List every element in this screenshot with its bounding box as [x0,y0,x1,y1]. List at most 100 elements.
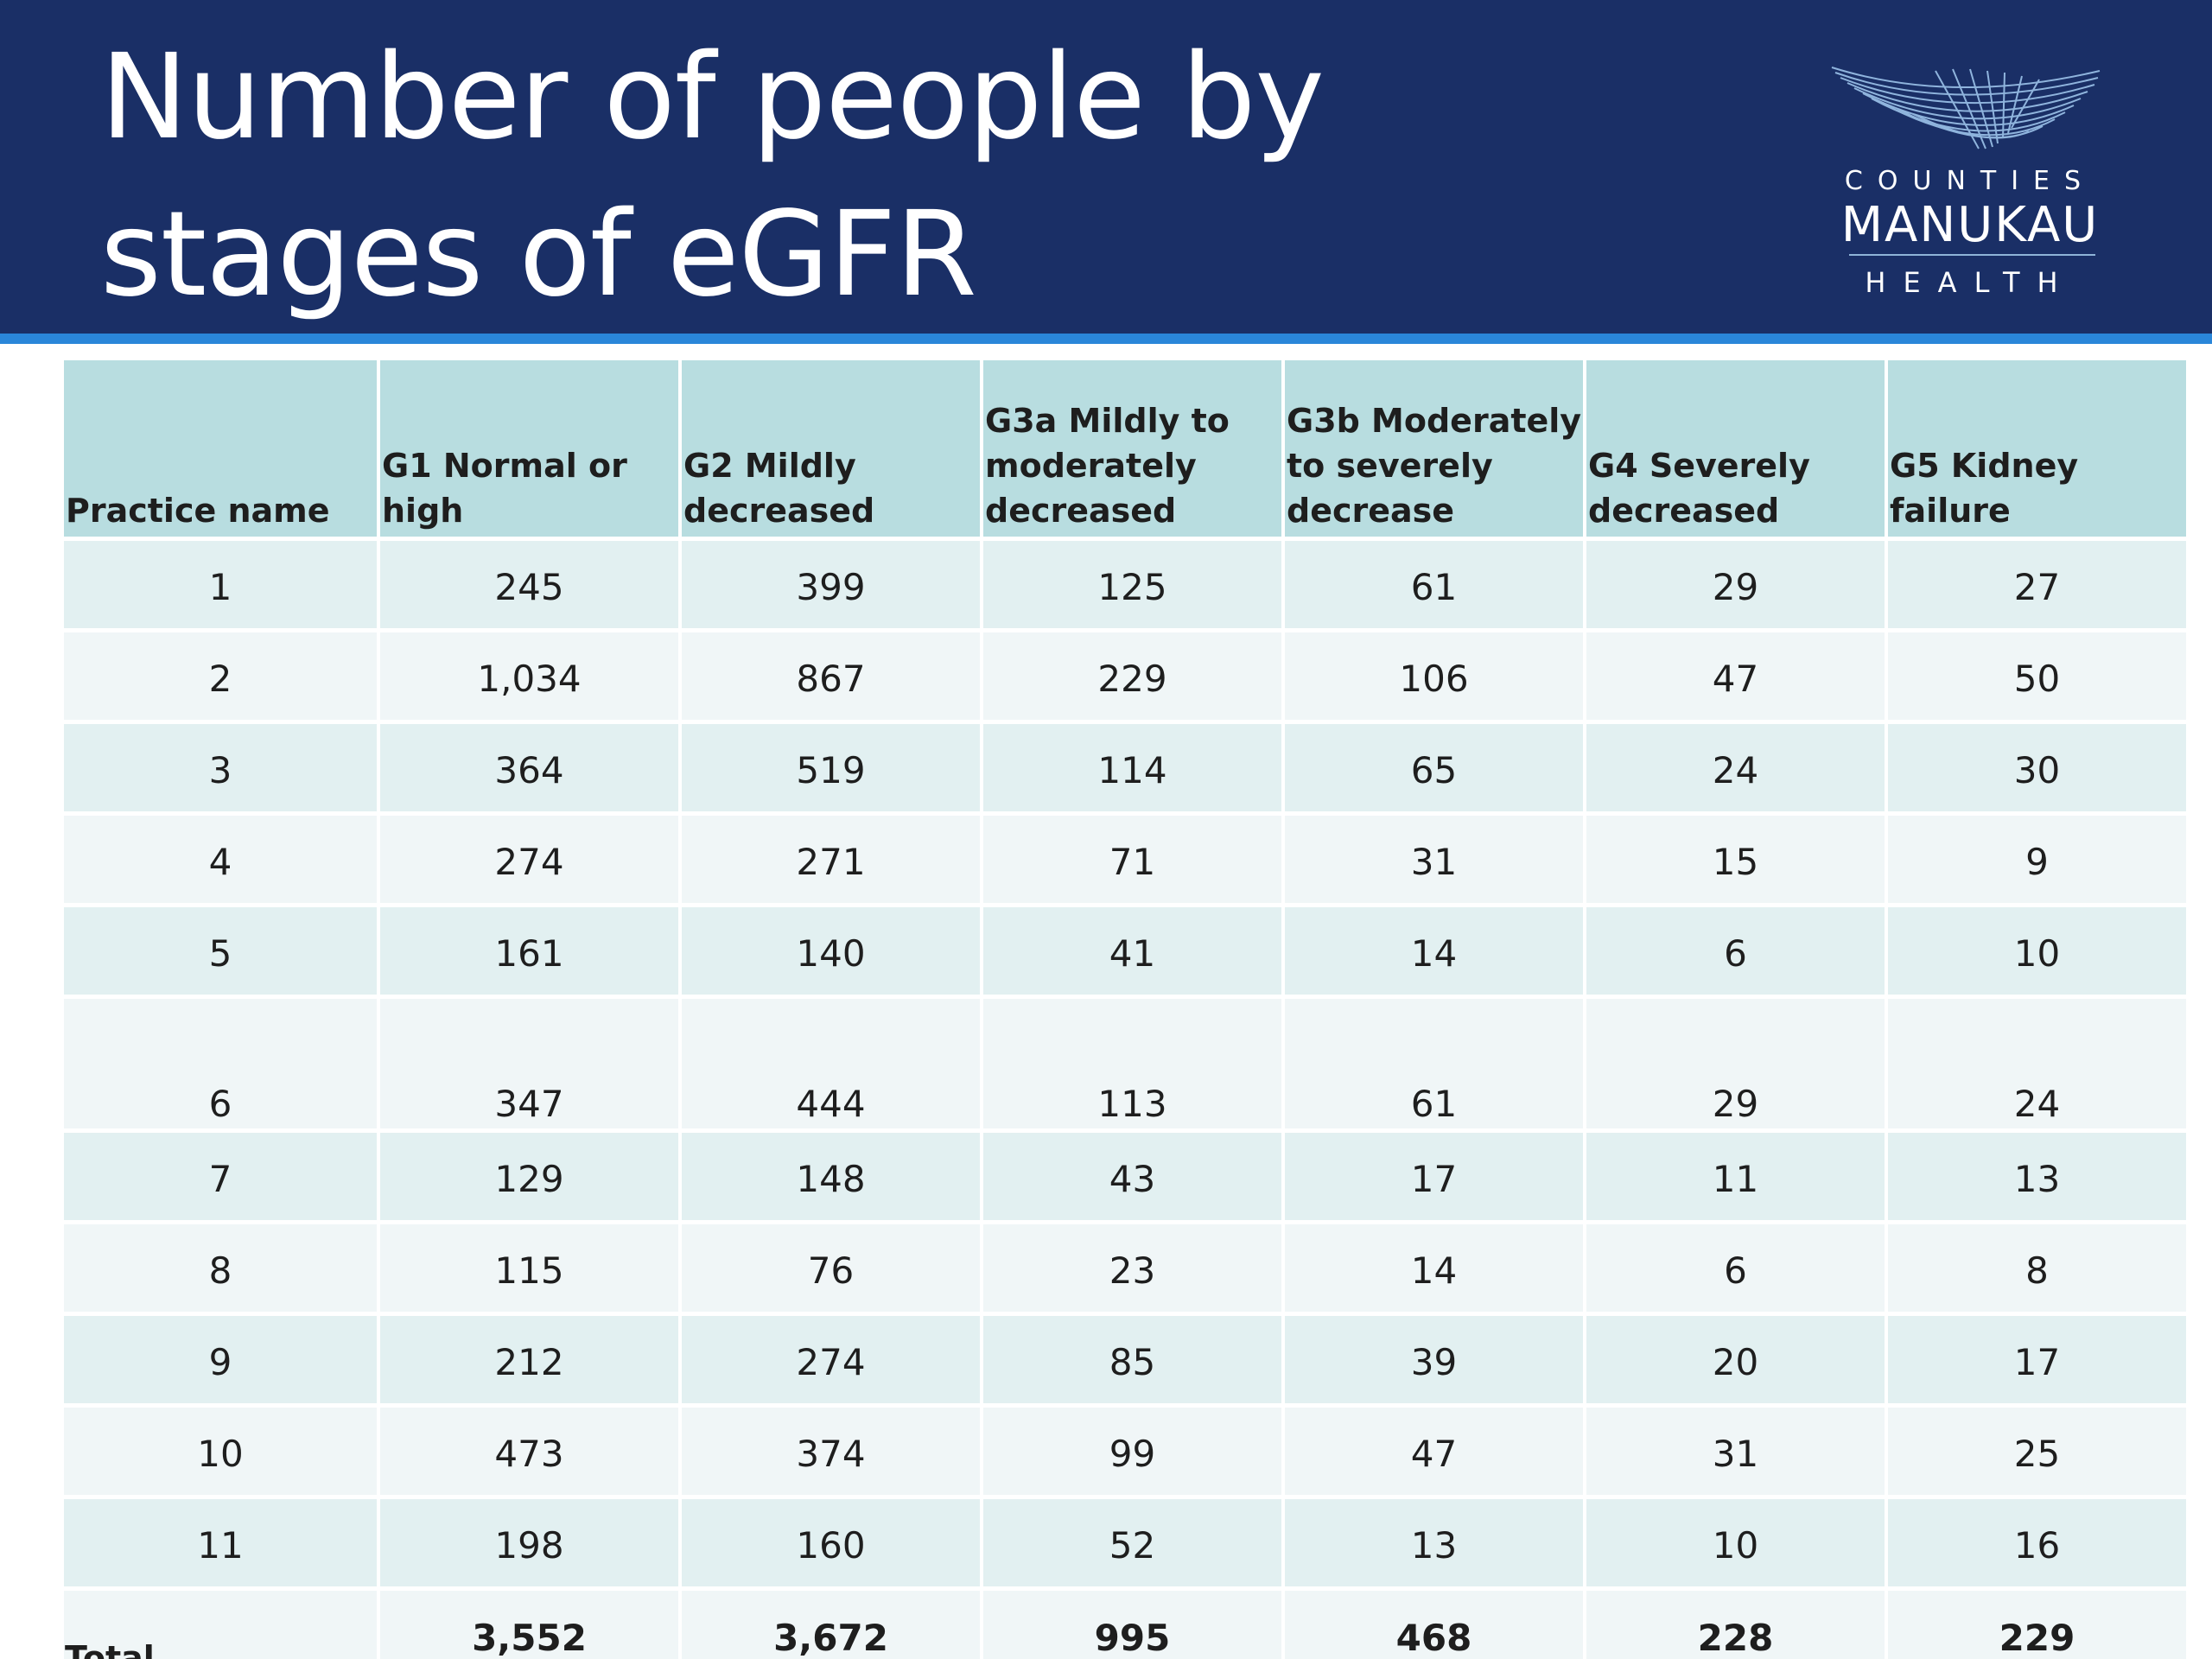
counties-manukau-health-logo: COUNTIES MANUKAU HEALTH [1823,54,2117,304]
table-row: 3 364 519 114 65 24 30 [64,724,2186,811]
table-row: 5 161 140 41 14 6 10 [64,907,2186,995]
cell-g5: 17 [1888,1316,2186,1403]
cell-g2: 76 [682,1224,980,1312]
column-header-g3b: G3b Moderately to severely decrease [1285,360,1583,537]
cell-g3a: 23 [983,1224,1281,1312]
cell-g3b: 31 [1285,816,1583,903]
cell-g2: 399 [682,541,980,628]
cell-g5: 50 [1888,632,2186,720]
table-row: 9 212 274 85 39 20 17 [64,1316,2186,1403]
cell-practice-name: 10 [64,1408,377,1495]
cell-g1: 129 [380,1133,678,1220]
column-header-g1: G1 Normal or high [380,360,678,537]
cell-g5: 27 [1888,541,2186,628]
cell-g3a: 114 [983,724,1281,811]
egfr-stage-table: Practice name G1 Normal or high G2 Mildl… [60,356,2190,1659]
cell-g5: 24 [1888,999,2186,1128]
cell-g4: 31 [1586,1408,1885,1495]
cell-g1: 245 [380,541,678,628]
title-banner: Number of people by stages of eGFR [0,0,2212,334]
header-divider [0,334,2212,344]
cell-g3b: 13 [1285,1499,1583,1586]
cell-g1: 364 [380,724,678,811]
cell-g3b: 14 [1285,1224,1583,1312]
cell-g3b: 61 [1285,541,1583,628]
table-row: 1 245 399 125 61 29 27 [64,541,2186,628]
cell-g4: 20 [1586,1316,1885,1403]
cell-g2: 867 [682,632,980,720]
cell-g5: 10 [1888,907,2186,995]
cell-practice-name: 4 [64,816,377,903]
table-row: 6 347 444 113 61 29 24 [64,999,2186,1128]
total-row: Total 3,552 3,672 995 468 228 229 [64,1591,2186,1659]
cell-g4: 47 [1586,632,1885,720]
cell-g3b: 17 [1285,1133,1583,1220]
cell-g1: 161 [380,907,678,995]
table-row: 8 115 76 23 14 6 8 [64,1224,2186,1312]
cell-g3b: 65 [1285,724,1583,811]
cell-g3a: 43 [983,1133,1281,1220]
cell-g3b: 39 [1285,1316,1583,1403]
cell-g1: 274 [380,816,678,903]
cell-g1: 1,034 [380,632,678,720]
cell-practice-name: 9 [64,1316,377,1403]
table-row: 7 129 148 43 17 11 13 [64,1133,2186,1220]
cell-g4: 10 [1586,1499,1885,1586]
logo-text-counties: COUNTIES [1844,166,2096,196]
cell-g5: 25 [1888,1408,2186,1495]
cell-g2: 271 [682,816,980,903]
cell-g5: 30 [1888,724,2186,811]
cell-g2: 148 [682,1133,980,1220]
table-row: 4 274 271 71 31 15 9 [64,816,2186,903]
logo-text-health: HEALTH [1865,266,2075,299]
total-cell-g4: 228 [1586,1591,1885,1659]
cell-g4: 6 [1586,1224,1885,1312]
cell-g3b: 14 [1285,907,1583,995]
cell-practice-name: 5 [64,907,377,995]
total-label: Total [64,1591,377,1659]
cell-g5: 8 [1888,1224,2186,1312]
cell-practice-name: 3 [64,724,377,811]
cell-g2: 140 [682,907,980,995]
cell-g3b: 106 [1285,632,1583,720]
cell-g5: 13 [1888,1133,2186,1220]
cell-g3a: 85 [983,1316,1281,1403]
cell-practice-name: 7 [64,1133,377,1220]
total-cell-g1: 3,552 [380,1591,678,1659]
column-header-g3a: G3a Mildly to moderately decreased [983,360,1281,537]
table-row: 2 1,034 867 229 106 47 50 [64,632,2186,720]
cell-g5: 16 [1888,1499,2186,1586]
cell-g4: 29 [1586,541,1885,628]
logo-divider [1849,254,2095,256]
cell-g1: 198 [380,1499,678,1586]
table-header-row: Practice name G1 Normal or high G2 Mildl… [64,360,2186,537]
cell-g4: 15 [1586,816,1885,903]
table-body: 1 245 399 125 61 29 27 2 1,034 867 229 106 47 50 3 364 5… [64,541,2186,1659]
cell-g3a: 99 [983,1408,1281,1495]
column-header-g4: G4 Severely decreased [1586,360,1885,537]
column-header-practice-name: Practice name [64,360,377,537]
cell-g2: 274 [682,1316,980,1403]
total-cell-g5: 229 [1888,1591,2186,1659]
cell-g1: 347 [380,999,678,1128]
cell-g1: 115 [380,1224,678,1312]
cell-practice-name: 11 [64,1499,377,1586]
cell-g1: 212 [380,1316,678,1403]
cell-g3a: 41 [983,907,1281,995]
egfr-table-container: Practice name G1 Normal or high G2 Mildl… [60,356,2186,1659]
cell-g1: 473 [380,1408,678,1495]
cell-g2: 160 [682,1499,980,1586]
table-row: 10 473 374 99 47 31 25 [64,1408,2186,1495]
cell-g5: 9 [1888,816,2186,903]
cell-g4: 24 [1586,724,1885,811]
page-title: Number of people by stages of eGFR [100,29,1325,323]
cell-g2: 519 [682,724,980,811]
cell-g3a: 125 [983,541,1281,628]
column-header-g5: G5 Kidney failure [1888,360,2186,537]
total-cell-g3a: 995 [983,1591,1281,1659]
cell-g3a: 113 [983,999,1281,1128]
cell-g4: 29 [1586,999,1885,1128]
cell-g3a: 229 [983,632,1281,720]
cell-g3b: 47 [1285,1408,1583,1495]
